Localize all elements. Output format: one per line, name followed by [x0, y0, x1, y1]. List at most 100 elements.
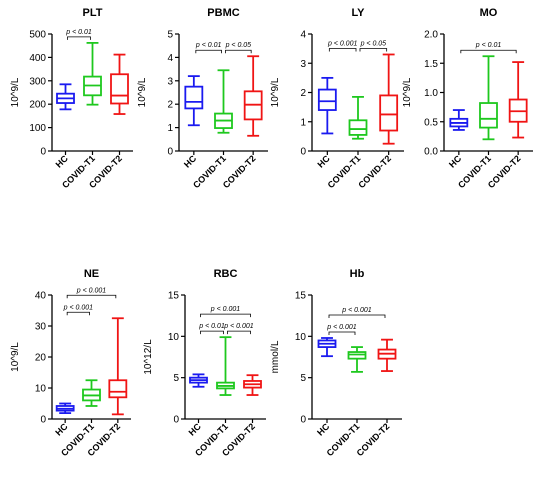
bracket-line — [227, 330, 251, 335]
significance-label: p < 0.001 — [326, 324, 356, 331]
y-tick-label: 0 — [167, 147, 173, 158]
y-axis-label: 10^9/L — [137, 77, 148, 107]
significance-bracket: p < 0.01 — [65, 29, 92, 40]
chart-title: NE — [84, 268, 99, 280]
y-tick-label: 4 — [167, 53, 173, 64]
bracket-line — [328, 314, 386, 318]
box-hc — [449, 109, 469, 131]
bracket-line — [66, 311, 90, 316]
box-hc — [55, 402, 75, 415]
significance-label: p < 0.001 — [327, 40, 357, 47]
bracket-line — [460, 49, 517, 54]
box-iqr — [479, 102, 498, 129]
y-tick-label: 0 — [40, 147, 46, 158]
chart-title: MO — [480, 7, 498, 19]
y-tick-label: 3 — [300, 59, 306, 70]
y-axis-label: 10^9/L — [10, 342, 21, 372]
y-tick-label: 2 — [167, 100, 173, 111]
box-covid-t2 — [243, 55, 263, 137]
box-covid-t1 — [347, 346, 367, 373]
chart-title: RBC — [214, 268, 238, 280]
significance-label: p < 0.001 — [210, 306, 240, 313]
significance-label: p < 0.001 — [223, 323, 253, 330]
significance-bracket: p < 0.001 — [327, 40, 357, 52]
significance-bracket: p < 0.01 — [195, 42, 222, 54]
box-covid-t2 — [110, 53, 129, 115]
y-tick-label: 0.5 — [424, 117, 438, 128]
y-tick-label: 5 — [167, 30, 173, 41]
bracket-line — [359, 48, 388, 52]
box-hc — [317, 76, 337, 135]
box-covid-t1 — [479, 55, 498, 141]
chart-title: LY — [351, 7, 365, 19]
y-tick-label: 10 — [168, 332, 180, 343]
x-tick-label-covid-t2: COVID-T2 — [355, 421, 392, 458]
y-tick-label: 1.0 — [424, 88, 438, 99]
significance-bracket: p < 0.01 — [198, 323, 225, 335]
box-covid-t1 — [82, 379, 101, 407]
y-axis-label: 10^9/L — [402, 77, 413, 107]
box-covid-t2 — [508, 61, 528, 139]
significance-label: p < 0.01 — [195, 42, 222, 49]
x-tick-label-hc: HC — [315, 421, 332, 438]
bracket-line — [200, 313, 251, 318]
y-tick-label: 15 — [168, 291, 180, 302]
significance-label: p < 0.001 — [76, 287, 106, 294]
chart-panel-mo: MO10^9/L0.00.51.01.52.0HCCOVID-T1COVID-T… — [402, 7, 533, 190]
y-tick-label: 40 — [35, 291, 47, 302]
significance-label: p < 0.001 — [341, 307, 371, 314]
bracket-line — [328, 48, 357, 52]
box-covid-t1 — [348, 95, 368, 140]
box-covid-t2 — [377, 338, 397, 372]
y-tick-label: 15 — [295, 291, 307, 302]
chart-title: Hb — [350, 268, 365, 280]
significance-bracket: p < 0.001 — [223, 323, 254, 335]
y-tick-label: 20 — [35, 353, 47, 364]
significance-bracket: p < 0.05 — [359, 40, 388, 52]
y-axis-label: 10^12/L — [143, 339, 154, 375]
y-tick-label: 2 — [300, 88, 306, 99]
box-iqr — [379, 94, 399, 132]
significance-label: p < 0.001 — [63, 304, 93, 311]
y-tick-label: 0.0 — [424, 147, 438, 158]
bracket-line — [66, 294, 117, 299]
y-tick-label: 2.0 — [424, 30, 438, 41]
y-axis-label: 10^9/L — [270, 77, 281, 107]
y-tick-label: 4 — [300, 30, 306, 41]
y-tick-label: 400 — [29, 53, 46, 64]
bracket-line — [67, 36, 91, 40]
box-hc — [317, 337, 337, 358]
y-tick-label: 100 — [29, 123, 46, 134]
box-iqr — [184, 85, 204, 110]
significance-bracket: p < 0.001 — [63, 304, 93, 316]
y-tick-label: 10 — [35, 384, 47, 395]
box-covid-t2 — [379, 53, 399, 145]
y-tick-label: 5 — [173, 373, 179, 384]
box-hc — [184, 75, 204, 127]
y-tick-label: 300 — [29, 76, 46, 87]
significance-bracket: p < 0.001 — [66, 287, 117, 299]
significance-bracket: p < 0.01 — [460, 42, 517, 54]
chart-title: PLT — [83, 7, 103, 19]
y-tick-label: 0 — [300, 147, 306, 158]
y-tick-label: 200 — [29, 100, 46, 111]
x-tick-label-hc: HC — [53, 421, 70, 438]
y-tick-label: 5 — [300, 373, 306, 384]
significance-bracket: p < 0.001 — [328, 307, 386, 318]
box-covid-t1 — [216, 336, 235, 396]
significance-label: p < 0.01 — [198, 323, 225, 330]
y-tick-label: 0 — [300, 415, 306, 426]
x-tick-label-hc: HC — [182, 153, 199, 170]
box-covid-t1 — [83, 41, 102, 106]
box-hc — [56, 83, 75, 111]
significance-bracket: p < 0.05 — [225, 42, 252, 54]
y-axis-label: 10^9/L — [10, 77, 21, 107]
box-covid-t1 — [214, 69, 233, 134]
y-tick-label: 1 — [167, 123, 173, 134]
